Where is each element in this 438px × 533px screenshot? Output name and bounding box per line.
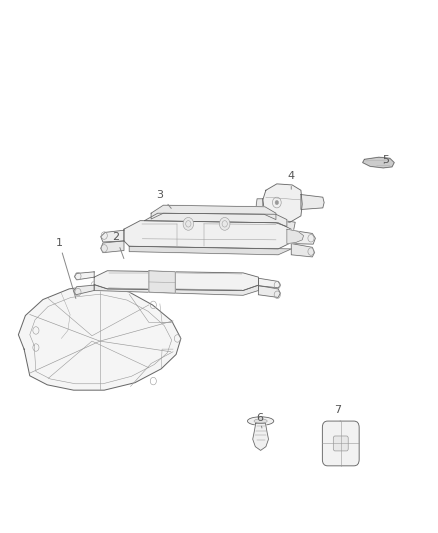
Text: 6: 6	[256, 414, 263, 428]
Polygon shape	[291, 244, 314, 257]
Polygon shape	[291, 230, 315, 244]
FancyBboxPatch shape	[322, 421, 359, 466]
Polygon shape	[287, 229, 304, 244]
Ellipse shape	[254, 419, 267, 423]
Text: 1: 1	[56, 238, 76, 298]
Ellipse shape	[247, 417, 274, 425]
Text: 3: 3	[156, 190, 171, 208]
Text: 4: 4	[288, 171, 295, 189]
Polygon shape	[94, 285, 258, 295]
Polygon shape	[258, 278, 280, 288]
Polygon shape	[94, 271, 258, 290]
Text: 5: 5	[382, 155, 389, 165]
FancyBboxPatch shape	[333, 436, 348, 451]
Polygon shape	[263, 184, 302, 222]
Polygon shape	[281, 220, 295, 231]
Polygon shape	[74, 272, 94, 280]
Circle shape	[219, 217, 230, 230]
Polygon shape	[258, 286, 280, 297]
Circle shape	[183, 217, 194, 230]
Polygon shape	[18, 285, 181, 390]
Text: 7: 7	[335, 406, 342, 421]
Polygon shape	[149, 271, 175, 293]
Polygon shape	[74, 285, 94, 295]
Polygon shape	[129, 246, 291, 255]
Polygon shape	[151, 205, 276, 220]
Polygon shape	[145, 213, 287, 227]
Polygon shape	[253, 423, 268, 450]
Polygon shape	[256, 199, 263, 212]
Circle shape	[275, 200, 279, 205]
Polygon shape	[363, 157, 394, 168]
Polygon shape	[124, 221, 291, 249]
Text: 2: 2	[113, 232, 124, 259]
Polygon shape	[101, 241, 124, 253]
Polygon shape	[101, 230, 124, 242]
Polygon shape	[301, 195, 324, 209]
